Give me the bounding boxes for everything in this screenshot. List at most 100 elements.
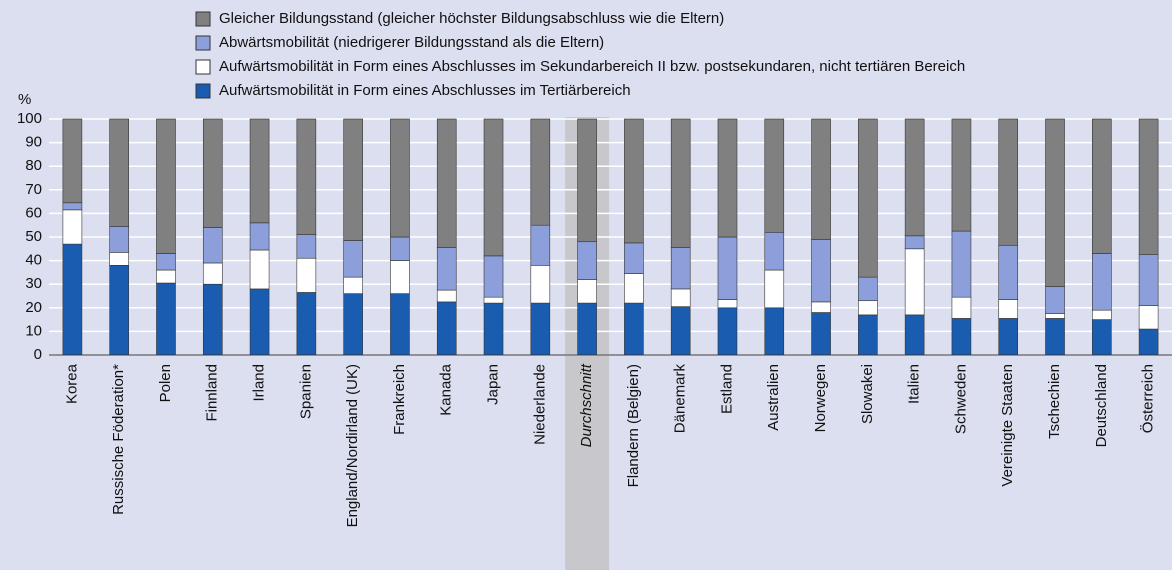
bar-segment [1045,286,1065,314]
bar-segment [343,240,363,278]
bar-segment [1138,118,1159,255]
bar-segment [998,318,1019,356]
bar-segment [390,118,410,238]
x-tick-label: Deutschland [1093,364,1110,447]
bar-segment [998,299,1019,319]
x-tick-label: Norwegen [812,364,829,432]
x-tick-label: Dänemark [672,364,689,434]
bar-segment [436,301,457,356]
bar-segment [1045,118,1065,287]
bar-segment [530,224,551,266]
legend-label: Aufwärtsmobilität in Form eines Abschlus… [219,82,631,99]
bar-segment [1138,254,1159,306]
bar-segment [1138,328,1159,356]
bar-segment [904,248,925,316]
bar-segment [436,118,457,248]
bar-segment [717,236,738,300]
bar-segment [343,118,363,241]
legend-label: Gleicher Bildungsstand (gleicher höchste… [219,10,724,27]
bar-segment [764,118,785,233]
legend-label: Abwärtsmobilität (niedrigerer Bildungsst… [219,34,604,51]
y-tick-label: 30 [25,275,42,292]
y-tick-label: 100 [17,110,42,127]
y-tick-label: 70 [25,181,42,198]
x-tick-label: Vereinigte Staaten [999,364,1016,487]
bar-segment [624,273,644,304]
bar-segment [436,247,457,291]
bar-segment [577,279,597,304]
bar-segment [109,265,129,356]
x-tick-label: Irland [251,364,268,402]
bar-segment [764,307,785,356]
bar-segment [109,118,129,227]
bar-segment [624,118,644,244]
y-tick-label: 10 [25,322,42,339]
x-tick-label: Australien [765,364,782,431]
x-tick-label: Schweden [952,364,969,434]
bar-segment [904,118,925,237]
x-tick-label: Österreich [1139,364,1157,433]
bar-segment [483,296,504,304]
bar-segment [624,242,644,274]
bar-segment [670,118,691,248]
bar-segment [670,247,691,290]
bar-segment [343,276,363,294]
bar-segment [156,118,176,254]
bar-segment [951,230,972,298]
bar-segment [1045,318,1065,356]
bar-segment [483,302,504,356]
bar-segment [156,282,176,356]
bar-segment [717,299,738,309]
bar-segment [1092,253,1112,311]
legend-swatch [195,83,211,99]
y-tick-label: 0 [34,346,42,363]
y-tick-label: 20 [25,299,42,316]
bar-segment [998,244,1019,300]
bar-segment [62,118,83,204]
bar-segment [670,306,691,356]
y-axis-label: % [18,91,31,108]
bar-segment [202,118,223,228]
x-tick-label: Finnland [204,364,221,422]
bar-segment [764,231,785,271]
bar-segment [811,118,831,240]
bar-segment [296,234,317,259]
bar-segment [202,283,223,356]
bar-segment [62,243,83,356]
x-tick-label: Flandern (Belgien) [625,364,642,487]
bar-segment [296,118,317,235]
x-tick-label: Italien [906,364,923,404]
x-tick-label: Durchschnitt [578,363,595,447]
bar-segment [249,249,270,290]
x-tick-label: Korea [63,363,80,404]
bar-segment [951,296,972,319]
bar-segment [343,293,363,356]
bar-segment [577,241,597,280]
bar-segment [390,236,410,261]
x-tick-label: Spanien [297,364,314,419]
x-tick-label: Polen [157,364,174,402]
bar-segment [1045,313,1065,319]
bar-segment [998,118,1019,246]
bar-segment [249,118,270,224]
bar-segment [109,226,129,253]
x-tick-label: Frankreich [391,364,408,435]
y-tick-label: 50 [25,228,42,245]
bar-segment [670,288,691,307]
bar-segment [811,239,831,303]
bar-segment [858,300,878,316]
x-tick-label: Russische Föderation* [110,364,127,515]
bar-segment [1092,309,1112,320]
legend-swatch [195,59,211,75]
y-tick-label: 90 [25,134,42,151]
bar-segment [951,318,972,356]
bar-segment [1138,305,1159,330]
x-tick-label: Kanada [438,363,455,415]
bar-segment [764,269,785,309]
bar-segment [62,209,83,245]
bar-segment [483,118,504,257]
bar-segment [390,260,410,294]
legend-label: Aufwärtsmobilität in Form eines Abschlus… [219,58,965,75]
bar-segment [1092,319,1112,356]
